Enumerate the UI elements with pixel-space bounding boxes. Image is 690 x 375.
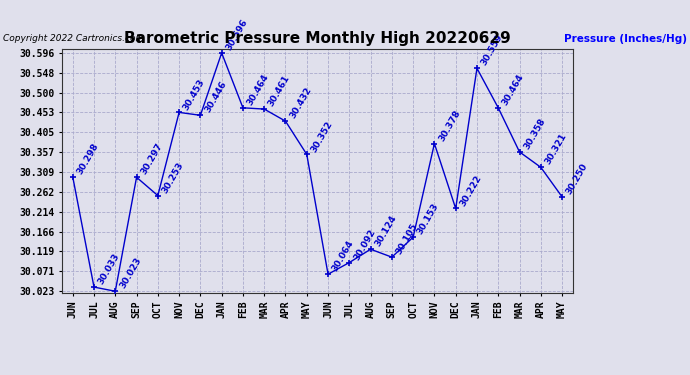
Text: Copyright 2022 Cartronics.com: Copyright 2022 Cartronics.com <box>3 34 145 43</box>
Text: 30.092: 30.092 <box>352 227 377 262</box>
Text: 30.432: 30.432 <box>288 86 313 120</box>
Text: 30.153: 30.153 <box>415 202 441 236</box>
Text: 30.352: 30.352 <box>309 119 335 154</box>
Text: 30.321: 30.321 <box>543 132 569 166</box>
Text: 30.105: 30.105 <box>395 222 420 256</box>
Text: Pressure (Inches/Hg): Pressure (Inches/Hg) <box>564 34 687 44</box>
Title: Barometric Pressure Monthly High 20220629: Barometric Pressure Monthly High 2022062… <box>124 31 511 46</box>
Text: 30.596: 30.596 <box>224 18 249 52</box>
Text: 30.464: 30.464 <box>501 72 526 107</box>
Text: 30.461: 30.461 <box>267 74 292 108</box>
Text: 30.064: 30.064 <box>331 239 355 273</box>
Text: 30.023: 30.023 <box>118 256 143 290</box>
Text: 30.378: 30.378 <box>437 108 462 143</box>
Text: 30.453: 30.453 <box>181 77 207 111</box>
Text: 30.297: 30.297 <box>139 142 164 177</box>
Text: 30.033: 30.033 <box>97 252 121 286</box>
Text: 30.298: 30.298 <box>75 141 101 176</box>
Text: 30.358: 30.358 <box>522 117 547 151</box>
Text: 30.559: 30.559 <box>480 33 504 68</box>
Text: 30.446: 30.446 <box>203 80 228 114</box>
Text: 30.253: 30.253 <box>160 160 186 195</box>
Text: 30.464: 30.464 <box>246 72 270 107</box>
Text: 30.124: 30.124 <box>373 214 398 248</box>
Text: 30.222: 30.222 <box>458 173 483 208</box>
Text: 30.250: 30.250 <box>564 162 589 196</box>
